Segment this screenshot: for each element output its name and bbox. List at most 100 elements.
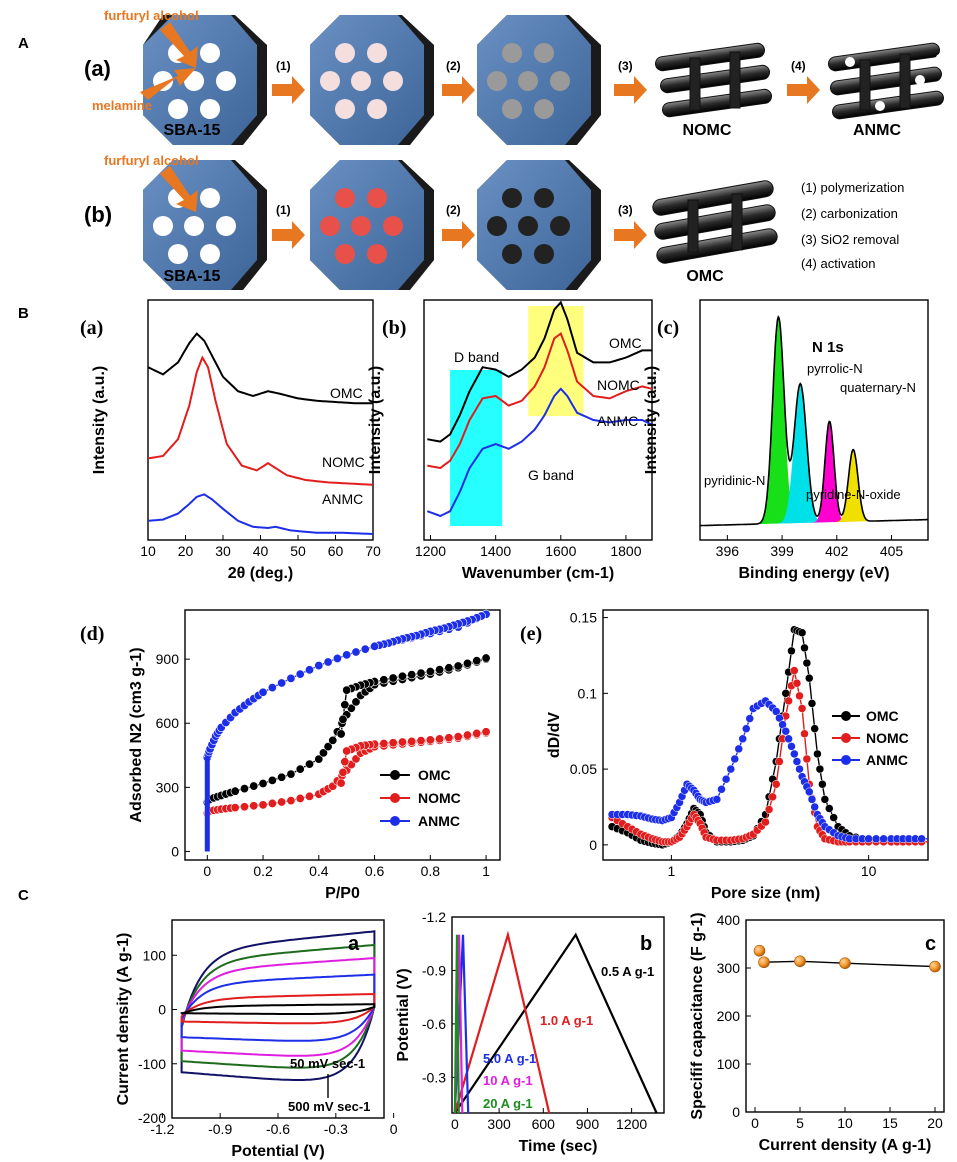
omc-label: OMC xyxy=(686,268,724,285)
step4-a-label: (4) xyxy=(791,59,806,73)
xrd-label-anmc: ANMC xyxy=(322,491,363,507)
section-label-c: C xyxy=(18,887,29,904)
psd-point-nomc xyxy=(775,757,784,766)
panel-label-ba: (a) xyxy=(80,317,103,339)
y-tick-label: 100 xyxy=(143,947,167,963)
iso-point-nomc xyxy=(338,767,348,777)
cap-point xyxy=(753,944,766,957)
iso-point-anmc xyxy=(258,687,268,697)
y-axis-label: Intensity (a.u.) xyxy=(367,366,384,474)
iso-point-anmc xyxy=(370,641,380,651)
psd-point-anmc xyxy=(879,834,888,844)
chart-Bc: 396 399 402 405 Binding energy (eV) Intensity… xyxy=(643,299,929,582)
step3-b-label: (3) xyxy=(618,203,633,217)
psd-point-anmc xyxy=(805,787,814,797)
iso-point-nomc xyxy=(472,728,482,738)
y-tick-label: -200 xyxy=(138,1110,166,1126)
x-tick-label: 10 xyxy=(837,1115,853,1131)
iso-point-nomc xyxy=(342,746,352,756)
x-tick-label: 10 xyxy=(861,863,877,879)
psd-point-omc xyxy=(800,643,809,653)
iso-point-omc xyxy=(305,759,315,769)
nomc-label: NOMC xyxy=(683,122,732,139)
gcd-line xyxy=(453,934,460,1114)
psd-point-anmc xyxy=(792,757,802,766)
y-tick-label: -0.3 xyxy=(422,1069,446,1085)
x-tick-label: -0.9 xyxy=(208,1121,232,1137)
psd-point-anmc xyxy=(795,764,804,774)
psd-point-anmc xyxy=(734,744,744,754)
iso-point-nomc xyxy=(407,736,417,746)
iso-point-omc xyxy=(230,786,240,796)
iso-point-anmc xyxy=(286,673,296,683)
psd-point-anmc xyxy=(807,795,817,804)
psd-point-omc xyxy=(805,673,814,683)
y-axis-label: Adsorbed N2 (cm3 g-1) xyxy=(128,647,145,822)
raman-line-nomc xyxy=(427,331,653,470)
x-tick-label: 50 xyxy=(290,543,306,559)
x-axis-label: Potential (V) xyxy=(231,1143,324,1160)
melamine-label: melamine xyxy=(92,98,152,113)
arrow-step3-b xyxy=(614,221,647,249)
cv-loop xyxy=(180,943,376,1069)
y-tick-label: -0.9 xyxy=(422,962,446,978)
legend-step4: (4) activation xyxy=(801,256,875,271)
panel-label-ca: a xyxy=(348,933,360,955)
xrd-label-omc: OMC xyxy=(330,385,363,401)
y-tick-label: 0 xyxy=(171,843,179,859)
x-tick-label: 20 xyxy=(927,1115,943,1131)
iso-point-omc xyxy=(342,685,352,695)
x-tick-label: 40 xyxy=(253,543,269,559)
impregnated-template-b xyxy=(310,160,434,290)
chart-Be: 1 10 0 0.05 0.1 0.15 Pore size (nm) dD/dV OMC NOM… xyxy=(520,609,929,902)
panel-label-bd: (d) xyxy=(80,623,104,645)
gcd-label: 10 A g-1 xyxy=(483,1073,533,1088)
iso-point-omc xyxy=(258,779,268,789)
psd-point-nomc xyxy=(761,817,770,827)
y-axis-label: dD/dV xyxy=(546,712,563,759)
cv-loop xyxy=(180,992,376,1025)
omc-rods xyxy=(652,180,778,264)
iso-point-nomc xyxy=(397,737,407,747)
step1-b-label: (1) xyxy=(276,203,291,217)
y-tick-label: 0 xyxy=(589,837,597,853)
x-tick-label: 0.2 xyxy=(253,863,273,879)
gcd-label: 1.0 A g-1 xyxy=(540,1013,593,1028)
x-tick-label: 0.8 xyxy=(421,863,441,879)
x-axis-label: Pore size (nm) xyxy=(711,885,820,902)
x-tick-label: 1400 xyxy=(480,543,511,559)
x-tick-label: 60 xyxy=(328,543,344,559)
iso-point-nomc xyxy=(230,803,240,813)
x-tick-label: 0 xyxy=(751,1115,759,1131)
raman-label-1: NOMC xyxy=(597,377,640,393)
plot-frame xyxy=(423,299,653,541)
psd-point-omc xyxy=(807,699,817,708)
y-tick-label: 400 xyxy=(717,912,741,928)
psd-point-omc xyxy=(818,779,827,789)
chart-Ca: -1.2 -0.9 -0.6 -0.3 0 -200 -100 0 100 Potential (… xyxy=(115,919,398,1160)
x-axis-label: Wavenumber (cm-1) xyxy=(462,565,614,582)
legend-marker xyxy=(841,711,851,721)
psd-point-nomc xyxy=(771,779,781,789)
iso-point-anmc xyxy=(267,683,277,693)
iso-point-omc xyxy=(425,667,435,677)
legend-label: OMC xyxy=(418,767,451,783)
iso-point-nomc xyxy=(336,778,346,788)
cap-point xyxy=(839,957,851,970)
x-tick-label: 399 xyxy=(770,543,794,559)
y-tick-label: 0.1 xyxy=(578,685,598,701)
sba15-template-b xyxy=(143,160,267,290)
empty-pores xyxy=(153,43,236,119)
anmc-label: ANMC xyxy=(853,122,901,139)
x-tick-label: 900 xyxy=(576,1116,600,1132)
step1-a-label: (1) xyxy=(276,59,291,73)
row-a-label: (a) xyxy=(84,56,111,81)
anmc-rods xyxy=(827,42,945,120)
y-tick-label: -0.6 xyxy=(422,1016,446,1032)
psd-point-anmc xyxy=(717,785,726,794)
xps-label-0: N 1s xyxy=(812,339,844,356)
x-tick-label: 402 xyxy=(825,543,849,559)
iso-point-anmc xyxy=(314,661,324,671)
iso-point-nomc xyxy=(267,798,277,808)
iso-point-nomc xyxy=(416,736,426,746)
